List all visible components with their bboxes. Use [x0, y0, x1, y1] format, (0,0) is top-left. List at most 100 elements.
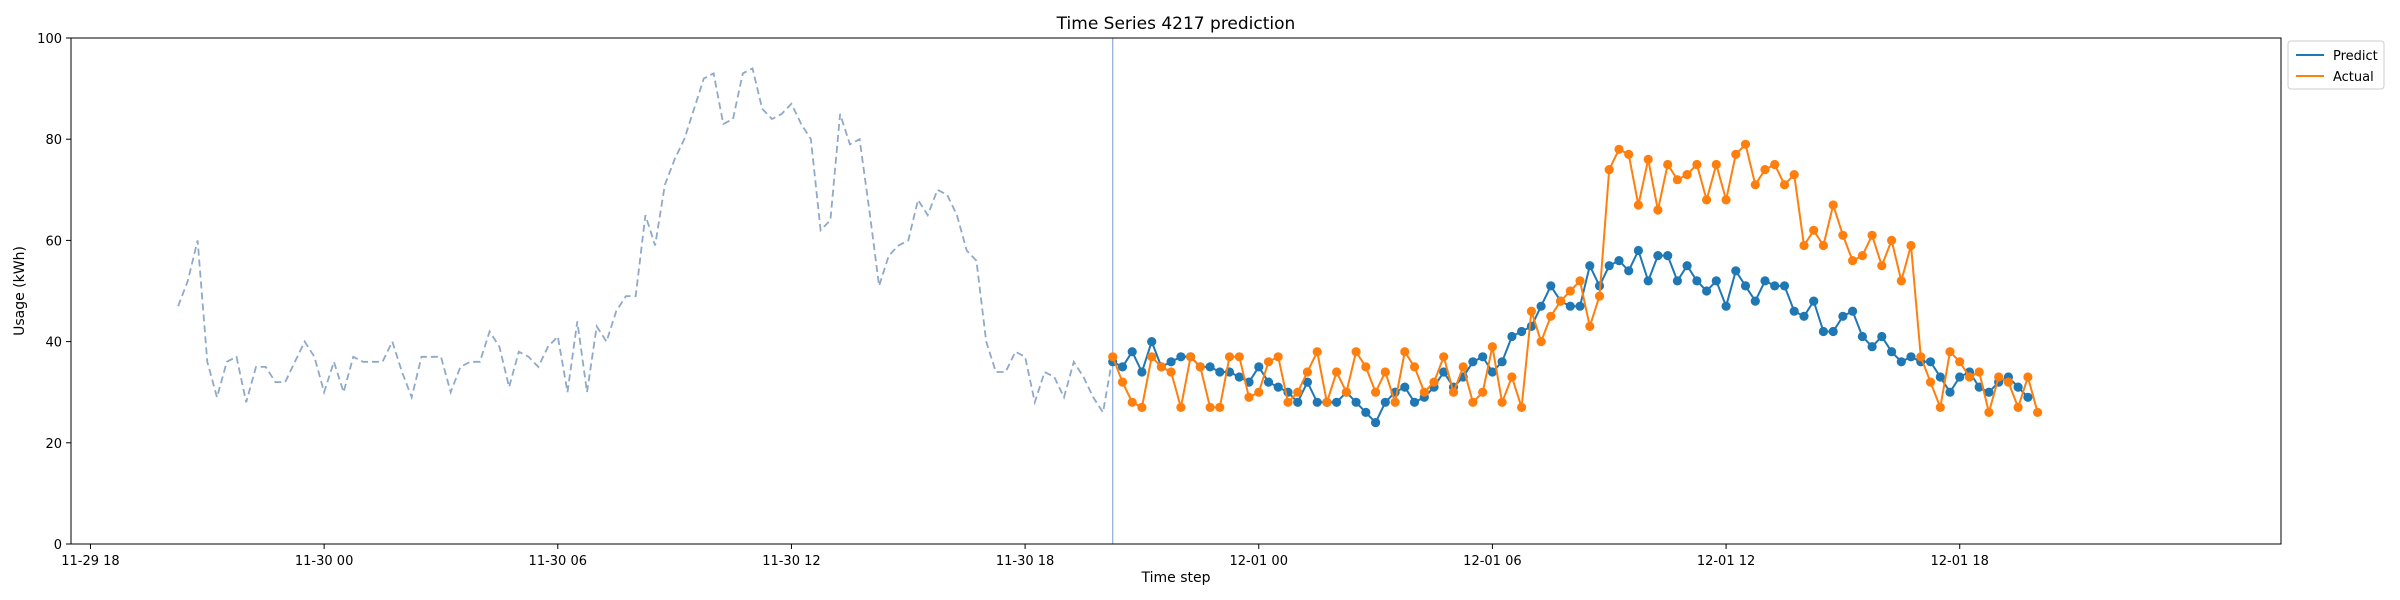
predict-point [1487, 367, 1497, 377]
legend-actual-label: Actual [2333, 70, 2374, 85]
actual-point [1400, 347, 1410, 357]
actual-point [2023, 372, 2033, 382]
actual-point [1517, 402, 1527, 412]
actual-point [1439, 352, 1449, 362]
predict-point [1702, 286, 1712, 296]
predict-point [1809, 296, 1819, 306]
actual-point [1867, 230, 1877, 240]
actual-point [1556, 296, 1566, 306]
predict-point [1750, 296, 1760, 306]
predict-point [1760, 276, 1770, 286]
actual-point [1341, 387, 1351, 397]
actual-point [1575, 276, 1585, 286]
actual-point [1614, 144, 1624, 154]
actual-point [1186, 352, 1196, 362]
predict-point [1887, 347, 1897, 357]
actual-point [1458, 362, 1468, 372]
predict-point [1770, 281, 1780, 291]
predict-point [1507, 331, 1517, 342]
predict-point [1945, 387, 1955, 397]
predict-point [1302, 377, 1312, 387]
actual-point [1302, 367, 1312, 377]
x-tick-label: 12-01 18 [1930, 554, 1988, 569]
actual-point [1156, 362, 1166, 372]
actual-point [1166, 367, 1176, 377]
actual-point [1487, 342, 1497, 352]
x-axis-title: Time step [1141, 570, 1211, 586]
actual-point [1117, 377, 1128, 387]
actual-point [1332, 367, 1342, 377]
actual-point [1409, 362, 1420, 372]
predict-point [1633, 245, 1643, 256]
predict-point [1925, 357, 1936, 367]
actual-point [1108, 352, 1118, 362]
predict-point [1682, 261, 1692, 271]
actual-point [1974, 367, 1984, 377]
predict-point [1439, 367, 1449, 377]
predict-point [1711, 276, 1721, 286]
actual-point [1254, 387, 1264, 397]
predict-point [1147, 337, 1157, 347]
predict-point [1546, 281, 1556, 291]
actual-point [1906, 240, 1916, 251]
actual-point [1721, 195, 1731, 205]
actual-point [1848, 256, 1858, 266]
predict-point [1137, 367, 1147, 377]
actual-point [1215, 402, 1225, 412]
actual-point [1633, 200, 1643, 210]
x-tick-label: 12-01 00 [1230, 554, 1288, 569]
actual-point [1263, 357, 1274, 367]
actual-point [1916, 352, 1926, 362]
actual-point [1779, 180, 1790, 190]
x-tick-label: 11-29 18 [61, 554, 119, 569]
actual-point [1234, 352, 1244, 362]
predict-point [1409, 397, 1420, 407]
predict-point [1672, 276, 1682, 286]
predict-point [1984, 387, 1994, 397]
axes-frame [70, 37, 2282, 545]
predict-point [1166, 357, 1176, 367]
predict-point [1740, 281, 1751, 291]
actual-point [1205, 402, 1215, 412]
actual-point [1984, 407, 1994, 417]
predict-point [1935, 372, 1945, 382]
predict-point [1312, 397, 1322, 407]
actual-point [1838, 230, 1848, 240]
x-tick-label: 11-30 06 [529, 554, 587, 569]
predict-point [1614, 256, 1624, 266]
actual-point [1896, 276, 1906, 286]
predict-point [1828, 326, 1838, 337]
predict-point [1478, 352, 1488, 362]
predict-point [1867, 342, 1877, 352]
actual-point [1419, 387, 1429, 397]
actual-point [1380, 367, 1390, 377]
actual-point [1925, 377, 1936, 387]
actual-point [1176, 402, 1186, 412]
predict-point [1955, 372, 1965, 382]
predict-point [1254, 362, 1264, 372]
predict-point [1351, 397, 1361, 407]
actual-point [1585, 321, 1595, 331]
predict-point [1906, 352, 1916, 362]
actual-point [1692, 159, 1702, 170]
actual-point [1244, 392, 1254, 402]
actual-point [1293, 387, 1303, 397]
predict-point [1848, 306, 1858, 316]
actual-point [1565, 286, 1575, 296]
actual-point [1935, 402, 1945, 412]
x-tick-label: 11-30 18 [996, 554, 1054, 569]
predict-point [1117, 362, 1128, 372]
actual-point [1546, 311, 1556, 321]
y-tick-label: 40 [45, 336, 62, 351]
predict-point [2023, 392, 2033, 402]
actual-point [1643, 154, 1653, 164]
predict-point [1497, 357, 1507, 367]
x-axis: 11-29 18 11-30 00 11-30 06 11-30 12 11-30 18… [61, 544, 1989, 569]
predict-point [1176, 352, 1186, 362]
x-tick-label: 11-30 00 [295, 554, 353, 569]
actual-point [1195, 362, 1205, 372]
actual-point [1322, 397, 1332, 407]
predict-point [1692, 276, 1702, 286]
